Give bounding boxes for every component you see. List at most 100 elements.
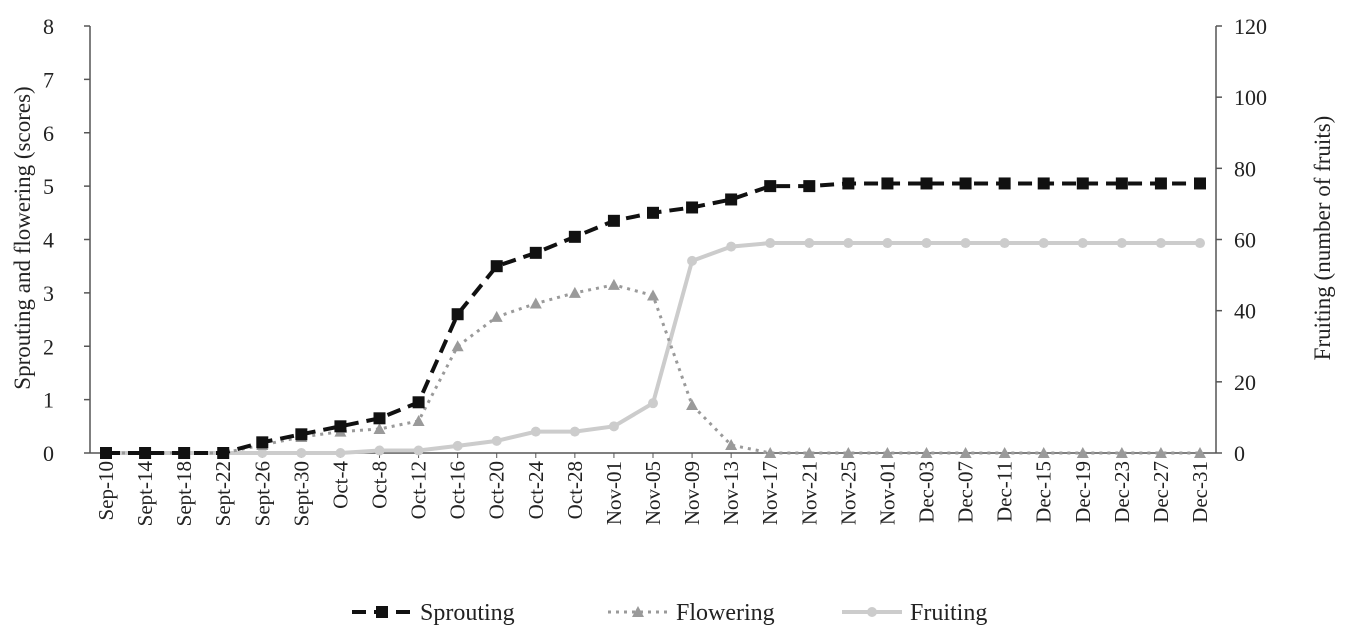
left-tick-label: 3 (43, 281, 54, 306)
flowering-point (451, 340, 464, 352)
x-tick-label: Nov-01 (602, 461, 626, 525)
sprouting-point (295, 428, 308, 441)
flowering-point (1076, 447, 1089, 458)
x-tick-label: Oct-16 (446, 461, 470, 519)
flowering-point (412, 414, 425, 426)
flowering-point (725, 438, 738, 450)
flowering-point (1115, 447, 1128, 458)
fruiting-point (687, 255, 698, 266)
flowering-point (1037, 447, 1050, 458)
fruiting-point (843, 238, 854, 249)
sprouting-point (412, 396, 425, 409)
x-tick-label: Oct-24 (524, 461, 548, 520)
sprouting-point (998, 177, 1011, 190)
left-tick-label: 0 (43, 441, 54, 466)
flowering-point (959, 447, 972, 458)
sprouting-point (842, 177, 855, 190)
x-tick-label: Oct-20 (485, 461, 509, 519)
right-tick-label: 20 (1234, 370, 1256, 395)
left-tick-label: 1 (43, 388, 54, 413)
flowering-point (607, 278, 620, 290)
x-tick-label: Sept-30 (289, 461, 313, 526)
right-tick-label: 60 (1234, 228, 1256, 253)
fruiting-point (1116, 238, 1127, 249)
legend-marker (867, 607, 877, 617)
sprouting-point (256, 436, 269, 449)
flowering-point (1154, 447, 1167, 458)
left-tick-label: 2 (43, 334, 54, 359)
left-tick-label: 8 (43, 14, 54, 39)
fruiting-point (882, 238, 893, 249)
x-tick-label: Oct-28 (563, 461, 587, 519)
sprouting-point (1194, 177, 1206, 190)
x-tick-label: Sep-10 (94, 461, 118, 521)
right-tick-label: 80 (1234, 156, 1256, 181)
legend-label: Sprouting (420, 600, 515, 626)
sprouting-line (106, 181, 1200, 455)
x-tick-label: Dec-31 (1188, 461, 1212, 523)
x-tick-label: Dec-19 (1071, 461, 1095, 523)
sprouting-point (1154, 177, 1167, 190)
sprouting-point (490, 260, 503, 273)
flowering-point (998, 447, 1011, 458)
left-y-ticks: 0 1 2 3 4 5 6 7 8 (43, 14, 90, 466)
x-tick-label: Nov-09 (680, 461, 704, 525)
x-tick-label: Sept-22 (211, 461, 235, 526)
fruiting-point (374, 445, 385, 456)
legend-label: Flowering (676, 600, 775, 626)
x-tick-label: Sept-18 (172, 461, 196, 526)
fruiting-point (530, 426, 541, 437)
sprouting-point (959, 177, 972, 190)
left-tick-label: 6 (43, 121, 54, 146)
x-tick-label: Dec-07 (954, 461, 978, 523)
sprouting-point (1115, 177, 1128, 190)
flowering-point (920, 447, 933, 458)
x-tick-label: Sept-14 (133, 461, 157, 527)
sprouting-point (451, 308, 464, 321)
fruiting-point (296, 448, 307, 458)
sprouting-point (686, 201, 699, 214)
x-tick-label: Dec-03 (915, 461, 939, 523)
fruiting-point (413, 445, 424, 456)
legend: Sprouting Flowering Fruiting (352, 600, 987, 626)
fruiting-point (921, 238, 932, 249)
series-sprouting (100, 177, 1206, 459)
sprouting-point (178, 447, 191, 459)
fruiting-point (491, 435, 502, 446)
fruiting-point (1195, 238, 1205, 249)
fruiting-point (1077, 238, 1088, 249)
legend-item-flowering: Flowering (608, 600, 775, 626)
fruiting-point (648, 398, 658, 409)
flowering-point (686, 398, 699, 410)
sprouting-point (373, 412, 386, 425)
left-tick-label: 5 (43, 174, 54, 199)
sprouting-point (568, 230, 581, 243)
right-tick-label: 0 (1234, 441, 1245, 466)
fruiting-point (452, 440, 463, 451)
fruiting-point (999, 238, 1010, 249)
right-tick-label: 120 (1234, 14, 1267, 39)
fruiting-point (960, 238, 971, 249)
flowering-point (1194, 447, 1206, 458)
fruiting-point (726, 241, 737, 252)
x-tick-label: Nov-01 (875, 461, 899, 525)
fruiting-point (1155, 238, 1166, 249)
legend-marker (376, 606, 388, 618)
x-tick-label: Dec-11 (993, 461, 1017, 522)
fruiting-point (257, 448, 268, 458)
right-y-ticks: 0 20 40 60 80 100 120 (1216, 14, 1267, 466)
sprouting-point (139, 447, 152, 459)
x-tick-label: Oct-8 (368, 461, 392, 509)
series-layer (100, 177, 1206, 459)
sprouting-point (764, 180, 777, 193)
flowering-point (490, 310, 503, 322)
x-tick-label: Nov-13 (719, 461, 743, 525)
fruiting-line (106, 241, 1200, 455)
sprouting-point (217, 447, 230, 459)
sprouting-point (334, 420, 347, 433)
flowering-point (764, 447, 777, 458)
sprouting-point (803, 180, 816, 193)
legend-item-fruiting: Fruiting (842, 600, 987, 626)
